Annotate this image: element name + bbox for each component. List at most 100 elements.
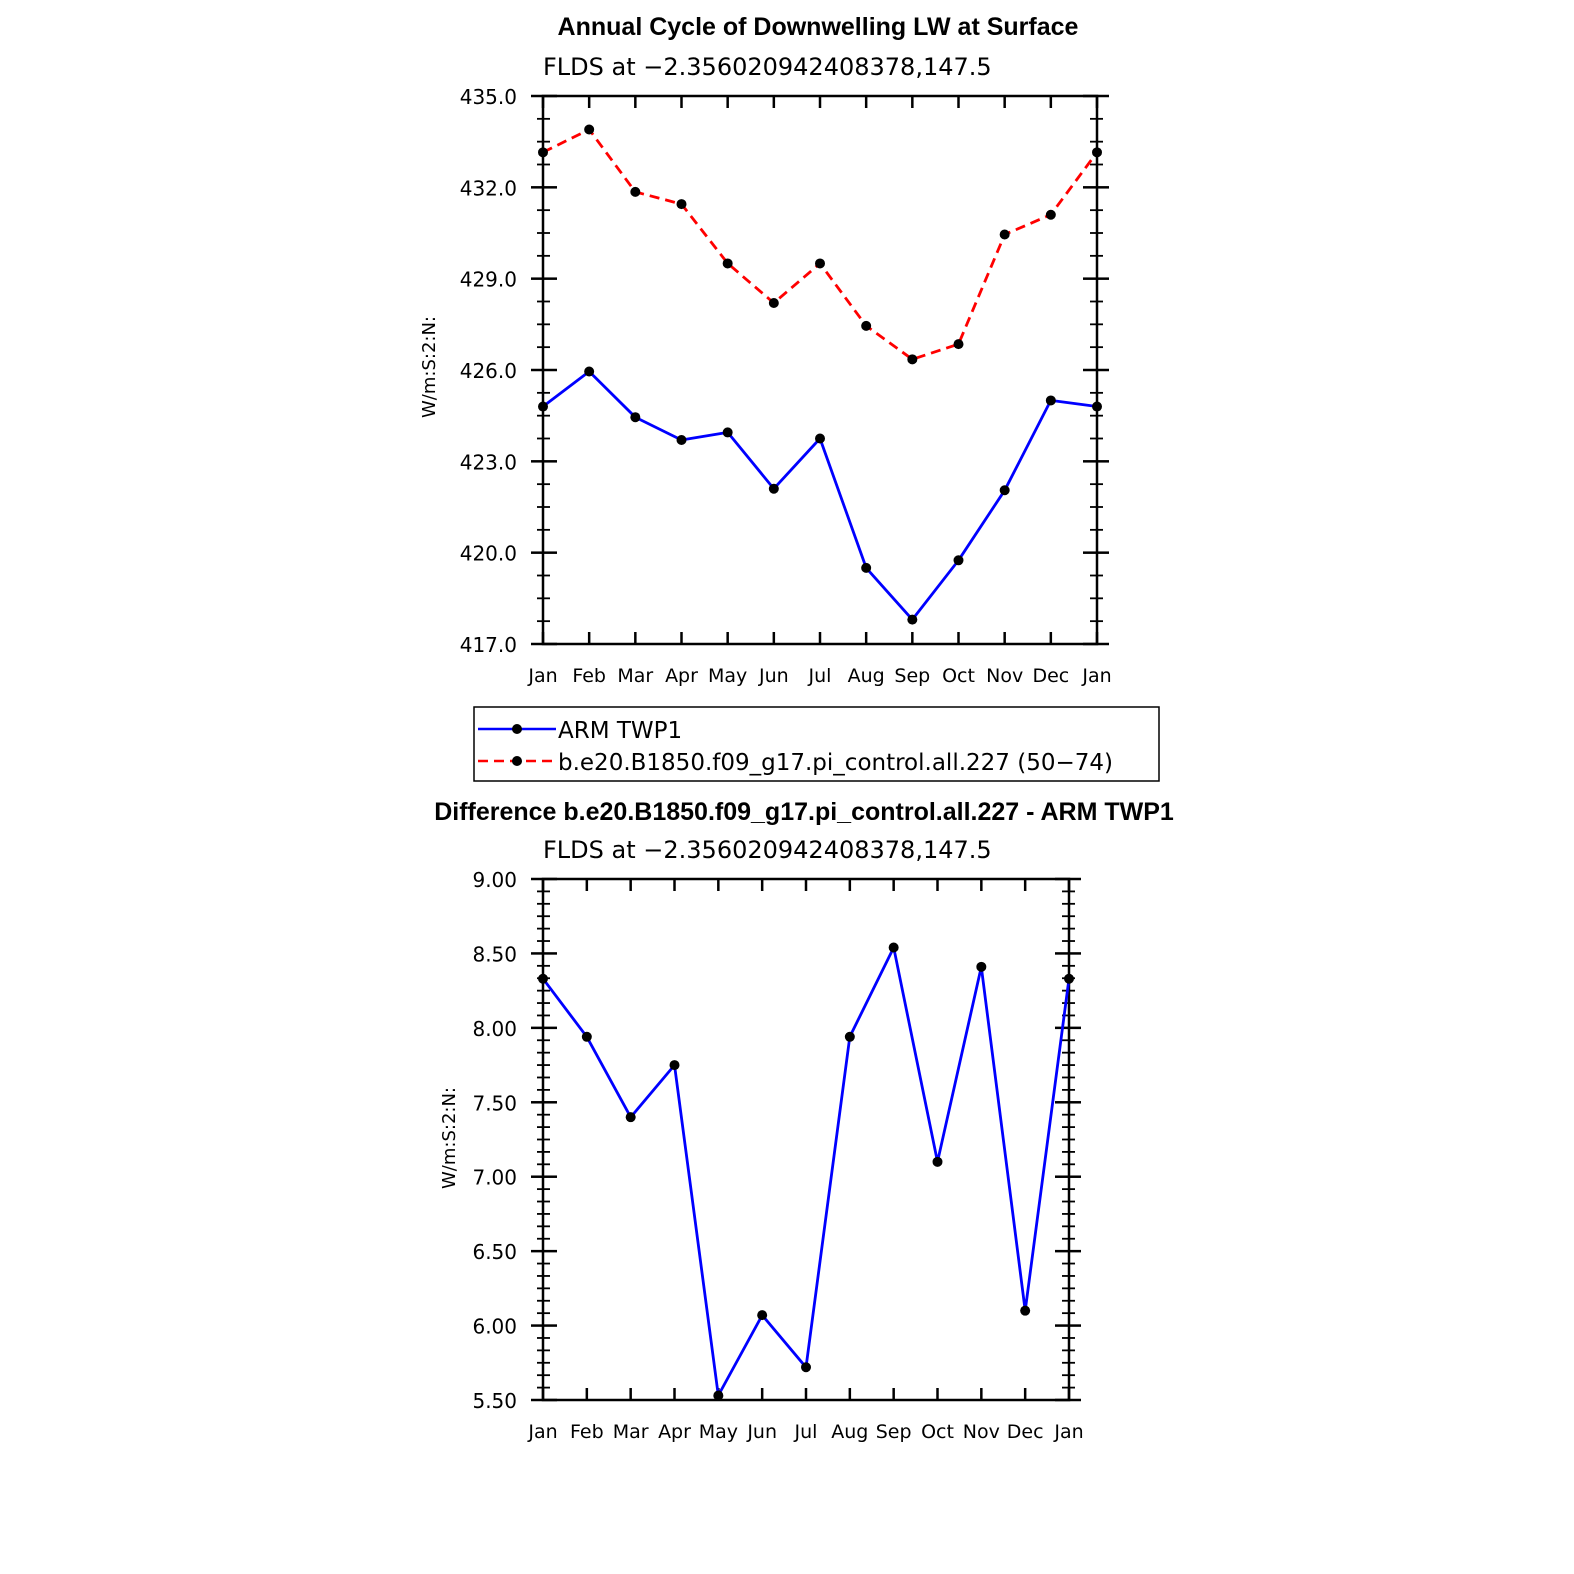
y-tick-label: 5.50 <box>472 1389 517 1413</box>
legend-marker-arm <box>512 724 522 734</box>
series-line <box>542 128 1099 361</box>
x-tick-label: Mar <box>617 665 653 687</box>
x-tick-label: Feb <box>572 665 606 687</box>
y-tick-label: 432.0 <box>460 176 517 200</box>
y-tick-label: 423.0 <box>460 450 517 474</box>
chart-subtitle: FLDS at −2.356020942408378,147.5 <box>543 53 992 81</box>
series-line <box>541 946 1071 1397</box>
data-point <box>801 1362 811 1373</box>
x-tick-label: Jun <box>746 1421 777 1443</box>
legend: ARM TWP1 b.e20.B1850.f09_g17.pi_control.… <box>473 706 1160 782</box>
data-point <box>538 973 548 984</box>
x-tick-label: Nov <box>963 1421 1000 1443</box>
x-tick-label: Oct <box>921 1421 954 1443</box>
annual-cycle-panel: Annual Cycle of Downwelling LW at Surfac… <box>419 13 1112 687</box>
y-tick-label: 7.00 <box>472 1166 517 1190</box>
y-tick-label: 6.50 <box>472 1240 517 1264</box>
data-point <box>815 258 825 269</box>
difference-panel: Difference b.e20.B1850.f09_g17.pi_contro… <box>434 798 1174 1443</box>
data-point <box>953 339 964 350</box>
data-point <box>953 555 964 566</box>
y-tick-label: 435.0 <box>460 85 517 109</box>
data-point <box>976 961 987 972</box>
x-tick-label: Aug <box>848 665 885 687</box>
data-point <box>538 147 548 158</box>
data-point <box>907 354 918 365</box>
x-tick-label: Jan <box>1053 1421 1083 1443</box>
data-point <box>815 433 825 444</box>
x-tick-label: Nov <box>986 665 1023 687</box>
x-tick-label: May <box>699 1421 738 1443</box>
data-point <box>584 366 595 377</box>
y-tick-label: 429.0 <box>460 268 517 292</box>
x-tick-label: Feb <box>570 1421 604 1443</box>
data-point <box>1020 1305 1031 1316</box>
y-tick-label: 426.0 <box>460 359 517 383</box>
data-point <box>999 229 1010 240</box>
data-point <box>581 1031 592 1042</box>
data-point <box>1045 395 1056 406</box>
y-tick-label: 7.50 <box>472 1091 517 1115</box>
data-point <box>584 124 595 135</box>
y-tick-label: 8.50 <box>472 942 517 966</box>
data-point <box>625 1112 636 1123</box>
x-tick-label: Sep <box>894 665 930 687</box>
legend-label: ARM TWP1 <box>558 718 682 744</box>
x-tick-label: Jan <box>527 1421 557 1443</box>
chart-title: Difference b.e20.B1850.f09_g17.pi_contro… <box>434 798 1174 826</box>
x-tick-label: Jul <box>808 665 832 687</box>
y-tick-label: 6.00 <box>472 1315 517 1339</box>
legend-entry: ARM TWP1 <box>478 718 682 744</box>
data-point <box>1064 973 1074 984</box>
data-point <box>907 614 918 625</box>
x-tick-label: May <box>708 665 747 687</box>
series-line <box>542 370 1098 621</box>
x-tick-label: Mar <box>613 1421 649 1443</box>
x-tick-label: Jul <box>794 1421 818 1443</box>
plot-area: Jan Feb Mar Apr May Jun Jul Aug Sep Oct Nov Dec Jan 4… <box>460 85 1112 687</box>
data-point <box>676 199 687 210</box>
data-point <box>669 1060 680 1071</box>
y-axis-label: W/m:S:2:N: <box>439 1087 460 1189</box>
data-point <box>630 412 641 423</box>
x-tick-label: Dec <box>1007 1421 1044 1443</box>
plot-frame <box>541 877 1071 1402</box>
data-point <box>713 1390 724 1401</box>
y-tick-label: 8.00 <box>472 1017 517 1041</box>
data-point <box>1092 401 1102 412</box>
x-tick-label: Apr <box>665 665 698 687</box>
y-tick-label: 417.0 <box>460 633 517 657</box>
y-tick-label: 420.0 <box>460 542 517 566</box>
data-point <box>861 562 872 573</box>
x-tick-label: Apr <box>658 1421 691 1443</box>
plot-area: Jan Feb Mar Apr May Jun Jul Aug Sep Oct Nov Dec Jan 5… <box>472 868 1083 1443</box>
data-point <box>768 483 779 494</box>
x-tick-label: Jun <box>758 665 789 687</box>
chart-title: Annual Cycle of Downwelling LW at Surfac… <box>558 13 1079 41</box>
y-axis-label: W/m:S:2:N: <box>419 316 440 418</box>
chart-subtitle: FLDS at −2.356020942408378,147.5 <box>543 836 992 864</box>
data-point <box>1045 209 1056 220</box>
data-point <box>932 1156 943 1167</box>
x-tick-label: Dec <box>1032 665 1069 687</box>
data-point <box>844 1031 855 1042</box>
legend-box <box>473 706 1160 782</box>
data-point <box>999 485 1010 496</box>
data-point <box>888 942 899 953</box>
data-point <box>861 320 872 331</box>
legend-label: b.e20.B1850.f09_g17.pi_control.all.227 (… <box>558 750 1113 776</box>
y-tick-label: 9.00 <box>472 868 517 892</box>
data-point <box>768 298 779 309</box>
x-tick-label: Jan <box>1081 665 1111 687</box>
data-point <box>676 435 687 446</box>
x-tick-label: Sep <box>876 1421 912 1443</box>
data-point <box>630 186 641 197</box>
x-tick-label: Aug <box>831 1421 868 1443</box>
data-point <box>757 1310 768 1321</box>
legend-entry: b.e20.B1850.f09_g17.pi_control.all.227 (… <box>478 750 1113 776</box>
data-point <box>722 427 733 438</box>
legend-marker-model <box>512 756 522 766</box>
data-point <box>722 258 733 269</box>
data-point <box>1092 147 1102 158</box>
